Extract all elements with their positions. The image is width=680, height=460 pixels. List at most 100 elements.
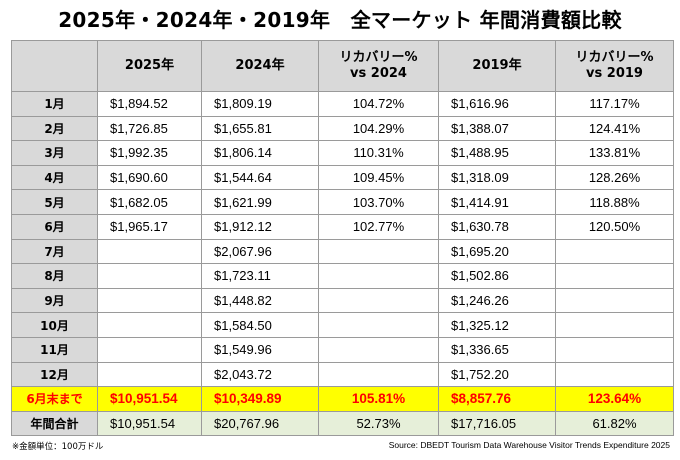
recovery-vs-2024	[318, 238, 439, 265]
recovery-vs-2024	[318, 361, 439, 388]
value-2025	[97, 287, 202, 314]
recovery-vs-2019	[555, 336, 674, 363]
recovery-vs-2024	[318, 287, 439, 314]
header-row: 2025年 2024年 リカバリー% vs 2024 2019年 リカバリー% …	[11, 40, 674, 92]
recovery-vs-2024: 109.45%	[318, 164, 439, 191]
recovery-vs-2019	[555, 287, 674, 314]
value-2019: $1,502.86	[438, 263, 556, 289]
recovery-vs-2024: 104.72%	[318, 91, 439, 117]
month-label: 8月	[11, 263, 98, 289]
recovery-vs-2024: 103.70%	[318, 189, 439, 215]
value-2024: $1,809.19	[201, 91, 319, 117]
recovery-vs-2019: 117.17%	[555, 91, 674, 117]
value-2019: $1,752.20	[438, 361, 556, 388]
annual-label: 年間合計	[11, 410, 98, 437]
summary-2024: $10,349.89	[201, 386, 319, 412]
table-row: 6月 $1,965.17 $1,912.12 102.77% $1,630.78 120.…	[11, 213, 674, 240]
value-2019: $1,414.91	[438, 189, 556, 215]
month-label: 12月	[11, 361, 98, 388]
recovery-vs-2019	[555, 312, 674, 338]
annual-recovery-vs-2024: 52.73%	[318, 410, 439, 437]
table-row: 12月 $2,043.72 $1,752.20	[11, 361, 674, 388]
header-recovery-vs-2024: リカバリー% vs 2024	[318, 40, 439, 92]
table-row: 10月 $1,584.50 $1,325.12	[11, 312, 674, 338]
annual-total-row: 年間合計 $10,951.54 $20,767.96 52.73% $17,716.05…	[11, 410, 674, 437]
summary-2025: $10,951.54	[97, 386, 202, 412]
summary-recovery-vs-2019: 123.64%	[555, 386, 674, 412]
header-2024: 2024年	[201, 40, 319, 92]
expenditure-table: 2025年 2024年 リカバリー% vs 2024 2019年 リカバリー% …	[11, 40, 674, 437]
table-row: 9月 $1,448.82 $1,246.26	[11, 287, 674, 314]
value-2025	[97, 263, 202, 289]
annual-2019: $17,716.05	[438, 410, 556, 437]
value-2025	[97, 361, 202, 388]
recovery-vs-2019: 120.50%	[555, 213, 674, 240]
header-recovery-vs-2024-text: リカバリー% vs 2024	[339, 50, 418, 81]
month-label: 5月	[11, 189, 98, 215]
summary-recovery-vs-2024: 105.81%	[318, 386, 439, 412]
value-2025	[97, 336, 202, 363]
ytd-summary-row: 6月末まで $10,951.54 $10,349.89 105.81% $8,857.7…	[11, 386, 674, 412]
month-label: 1月	[11, 91, 98, 117]
table-row: 8月 $1,723.11 $1,502.86	[11, 263, 674, 289]
recovery-vs-2024: 110.31%	[318, 140, 439, 166]
value-2019: $1,336.65	[438, 336, 556, 363]
recovery-vs-2019	[555, 361, 674, 388]
value-2019: $1,488.95	[438, 140, 556, 166]
summary-2019: $8,857.76	[438, 386, 556, 412]
month-label: 4月	[11, 164, 98, 191]
value-2024: $1,655.81	[201, 115, 319, 142]
month-label: 11月	[11, 336, 98, 363]
recovery-vs-2024: 102.77%	[318, 213, 439, 240]
value-2019: $1,695.20	[438, 238, 556, 265]
table-row: 7月 $2,067.96 $1,695.20	[11, 238, 674, 265]
value-2019: $1,388.07	[438, 115, 556, 142]
annual-2025: $10,951.54	[97, 410, 202, 437]
value-2025	[97, 312, 202, 338]
value-2019: $1,318.09	[438, 164, 556, 191]
table-row: 1月 $1,894.52 $1,809.19 104.72% $1,616.96 117.…	[11, 91, 674, 117]
value-2024: $1,806.14	[201, 140, 319, 166]
value-2024: $2,043.72	[201, 361, 319, 388]
annual-recovery-vs-2019: 61.82%	[555, 410, 674, 437]
value-2019: $1,630.78	[438, 213, 556, 240]
value-2025: $1,690.60	[97, 164, 202, 191]
recovery-vs-2019: 133.81%	[555, 140, 674, 166]
recovery-vs-2019: 124.41%	[555, 115, 674, 142]
header-2025: 2025年	[97, 40, 202, 92]
recovery-vs-2019	[555, 238, 674, 265]
table-row: 4月 $1,690.60 $1,544.64 109.45% $1,318.09 128.…	[11, 164, 674, 191]
value-2024: $2,067.96	[201, 238, 319, 265]
recovery-vs-2024: 104.29%	[318, 115, 439, 142]
header-recovery-vs-2019-text: リカバリー% vs 2019	[575, 50, 654, 81]
month-label: 6月	[11, 213, 98, 240]
value-2024: $1,912.12	[201, 213, 319, 240]
table-row: 5月 $1,682.05 $1,621.99 103.70% $1,414.91 118.…	[11, 189, 674, 215]
annual-2024: $20,767.96	[201, 410, 319, 437]
month-label: 3月	[11, 140, 98, 166]
header-corner	[11, 40, 98, 92]
recovery-vs-2024	[318, 336, 439, 363]
value-2019: $1,325.12	[438, 312, 556, 338]
unit-note: ※金額単位：100万ドル	[12, 442, 104, 452]
value-2024: $1,723.11	[201, 263, 319, 289]
month-label: 2月	[11, 115, 98, 142]
value-2019: $1,246.26	[438, 287, 556, 314]
recovery-vs-2019: 118.88%	[555, 189, 674, 215]
recovery-vs-2019	[555, 263, 674, 289]
page-title: 2025年・2024年・2019年 全マーケット 年間消費額比較	[58, 8, 622, 32]
summary-label: 6月末まで	[11, 386, 98, 412]
value-2025: $1,726.85	[97, 115, 202, 142]
value-2024: $1,584.50	[201, 312, 319, 338]
table-row: 2月 $1,726.85 $1,655.81 104.29% $1,388.07 124.…	[11, 115, 674, 142]
value-2024: $1,448.82	[201, 287, 319, 314]
recovery-vs-2019: 128.26%	[555, 164, 674, 191]
recovery-vs-2024	[318, 312, 439, 338]
recovery-vs-2024	[318, 263, 439, 289]
table-row: 11月 $1,549.96 $1,336.65	[11, 336, 674, 363]
value-2024: $1,544.64	[201, 164, 319, 191]
value-2025: $1,894.52	[97, 91, 202, 117]
header-recovery-vs-2019: リカバリー% vs 2019	[555, 40, 674, 92]
month-label: 9月	[11, 287, 98, 314]
source-note: Source: DBEDT Tourism Data Warehouse Vis…	[388, 440, 670, 450]
